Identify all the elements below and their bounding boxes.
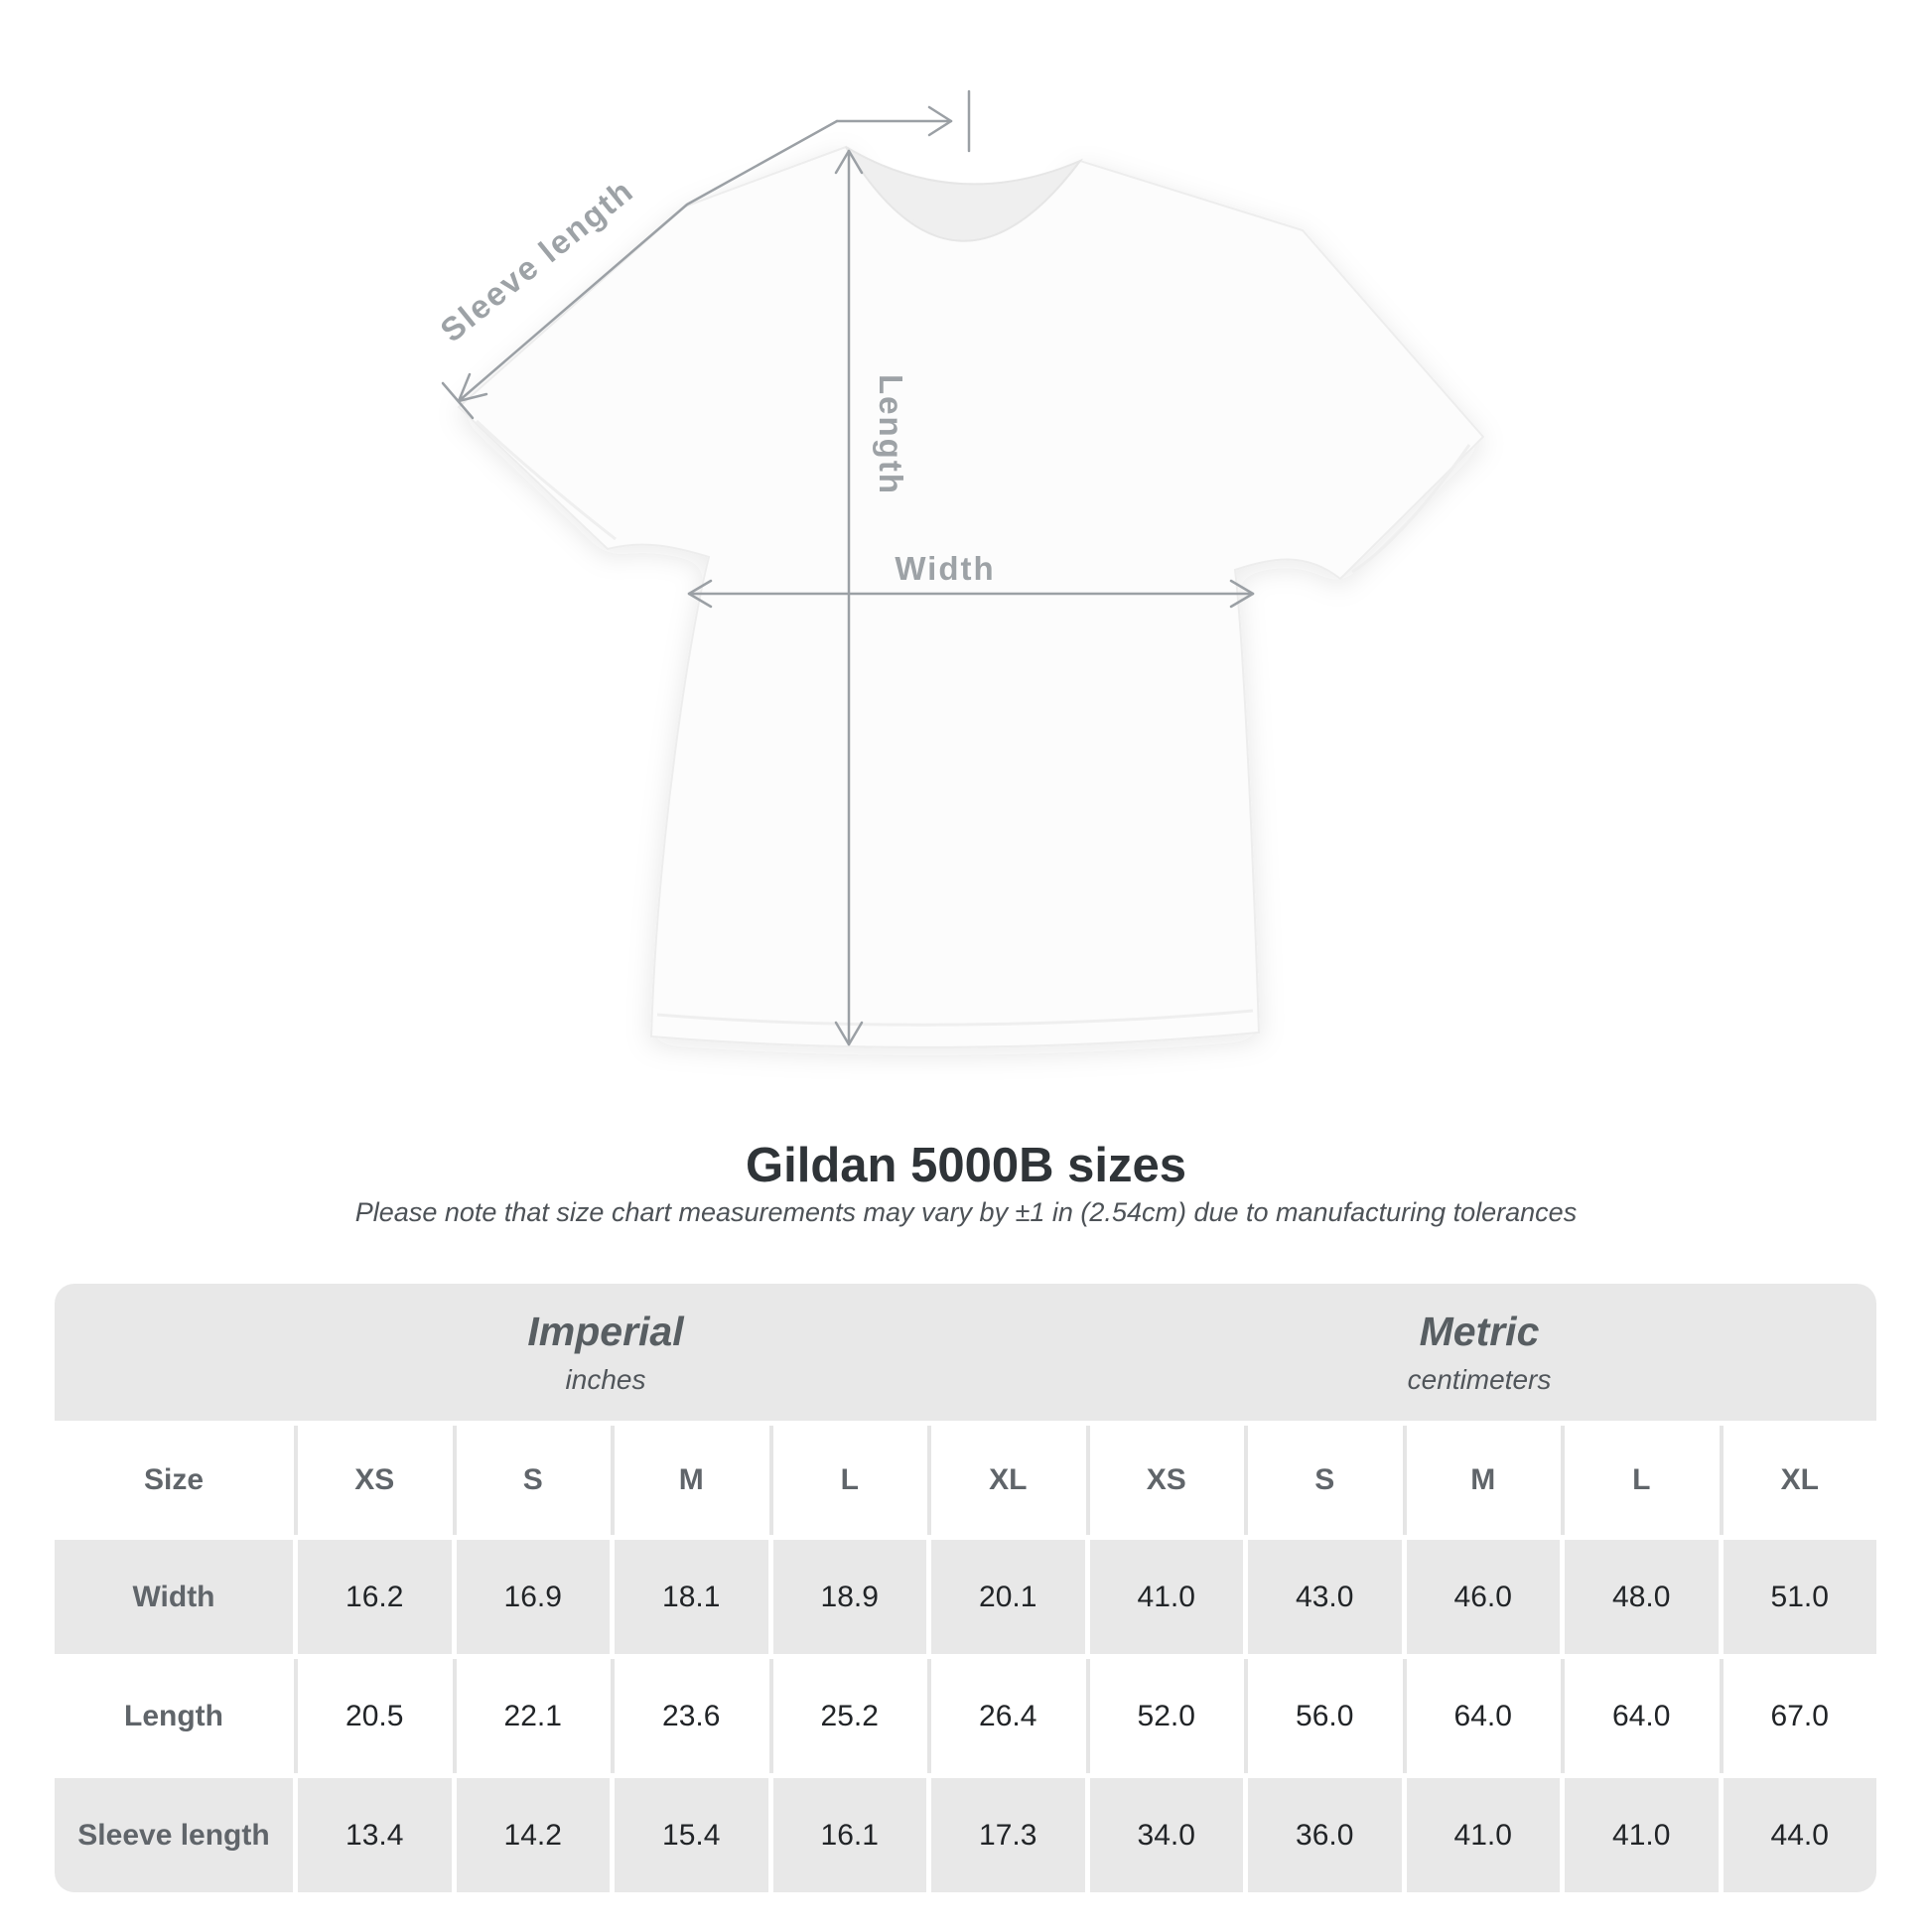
length-bottom-arrowhead (834, 1021, 864, 1046)
right-sleeve-seam (1351, 444, 1471, 574)
size-table: Imperial inches Metric centimeters Size … (55, 1284, 1876, 1892)
metric-units: centimeters (1407, 1364, 1552, 1395)
width-imperial-m: 18.1 (615, 1540, 768, 1654)
length-imperial-s: 22.1 (456, 1659, 610, 1773)
sleeve-metric-xl: 44.0 (1723, 1778, 1876, 1892)
tshirt-graphic (457, 145, 1485, 1048)
col-header-imperial-xs: XS (298, 1426, 452, 1535)
length-top-arrowhead (834, 149, 864, 175)
unit-header-band: Imperial inches Metric centimeters (55, 1284, 1876, 1421)
col-header-imperial-xl: XL (931, 1426, 1085, 1535)
width-metric-s: 43.0 (1248, 1540, 1402, 1654)
col-header-metric-m: M (1406, 1426, 1560, 1535)
row-label: Width (55, 1540, 293, 1654)
length-label: Length (873, 374, 909, 495)
sleeve-metric-m: 41.0 (1406, 1778, 1560, 1892)
table-row-sleeve-length: Sleeve length 13.4 14.2 15.4 16.1 17.3 3… (55, 1778, 1876, 1892)
row-label: Length (55, 1659, 293, 1773)
col-header-metric-xl: XL (1723, 1426, 1876, 1535)
sleeve-metric-s: 36.0 (1248, 1778, 1402, 1892)
col-header-metric-l: L (1565, 1426, 1719, 1535)
sleeve-length-top-arrowhead (927, 105, 953, 137)
length-metric-s: 56.0 (1248, 1659, 1402, 1773)
sleeve-length-end-tick (441, 381, 475, 420)
sleeve-imperial-xs: 13.4 (298, 1778, 452, 1892)
tshirt-measurement-diagram: Sleeve length Length Width (433, 89, 1485, 1048)
imperial-label: Imperial (527, 1309, 684, 1354)
width-label: Width (895, 550, 995, 587)
tshirt-body (457, 145, 1485, 1048)
tolerance-note: Please note that size chart measurements… (354, 1197, 1578, 1227)
col-header-imperial-l: L (772, 1426, 926, 1535)
imperial-header: Imperial inches (55, 1284, 1082, 1421)
metric-label: Metric (1419, 1309, 1540, 1354)
width-dimension: Width (687, 550, 1255, 609)
width-metric-xl: 51.0 (1723, 1540, 1876, 1654)
col-header-imperial-m: M (615, 1426, 768, 1535)
length-imperial-xl: 26.4 (931, 1659, 1085, 1773)
length-metric-xl: 67.0 (1723, 1659, 1876, 1773)
size-corner-cell: Size (55, 1426, 293, 1535)
metric-header: Metric centimeters (1082, 1284, 1876, 1421)
length-dimension: Length (834, 149, 909, 1046)
length-imperial-xs: 20.5 (298, 1659, 452, 1773)
col-header-imperial-s: S (456, 1426, 610, 1535)
length-metric-m: 64.0 (1406, 1659, 1560, 1773)
width-imperial-l: 18.9 (772, 1540, 926, 1654)
sleeve-metric-xs: 34.0 (1089, 1778, 1243, 1892)
row-label: Sleeve length (55, 1778, 293, 1892)
size-header-row: Size XS S M L XL XS S M L XL (55, 1426, 1876, 1535)
page-title: Gildan 5000B sizes (746, 1139, 1186, 1192)
tshirt-collar-seam (858, 158, 1068, 236)
sleeve-length-diagonal-line (457, 119, 839, 403)
width-metric-l: 48.0 (1565, 1540, 1719, 1654)
col-header-metric-xs: XS (1089, 1426, 1243, 1535)
width-imperial-xl: 20.1 (931, 1540, 1085, 1654)
bottom-hem-seam (656, 1009, 1254, 1027)
width-imperial-s: 16.9 (456, 1540, 610, 1654)
tshirt-collar (845, 146, 1084, 242)
imperial-units: inches (565, 1364, 646, 1395)
width-left-arrowhead (687, 579, 713, 609)
length-metric-xs: 52.0 (1089, 1659, 1243, 1773)
table-row-width: Width 16.2 16.9 18.1 18.9 20.1 41.0 43.0… (55, 1540, 1876, 1654)
sleeve-imperial-m: 15.4 (615, 1778, 768, 1892)
sleeve-imperial-l: 16.1 (772, 1778, 926, 1892)
col-header-metric-s: S (1248, 1426, 1402, 1535)
width-metric-m: 46.0 (1406, 1540, 1560, 1654)
width-right-arrowhead (1229, 579, 1255, 609)
length-imperial-m: 23.6 (615, 1659, 768, 1773)
table-row-length: Length 20.5 22.1 23.6 25.2 26.4 52.0 56.… (55, 1659, 1876, 1773)
length-metric-l: 64.0 (1565, 1659, 1719, 1773)
sleeve-imperial-s: 14.2 (456, 1778, 610, 1892)
left-sleeve-seam (475, 419, 617, 541)
sleeve-metric-l: 41.0 (1565, 1778, 1719, 1892)
width-metric-xs: 41.0 (1089, 1540, 1243, 1654)
sleeve-imperial-xl: 17.3 (931, 1778, 1085, 1892)
width-imperial-xs: 16.2 (298, 1540, 452, 1654)
length-imperial-l: 25.2 (772, 1659, 926, 1773)
